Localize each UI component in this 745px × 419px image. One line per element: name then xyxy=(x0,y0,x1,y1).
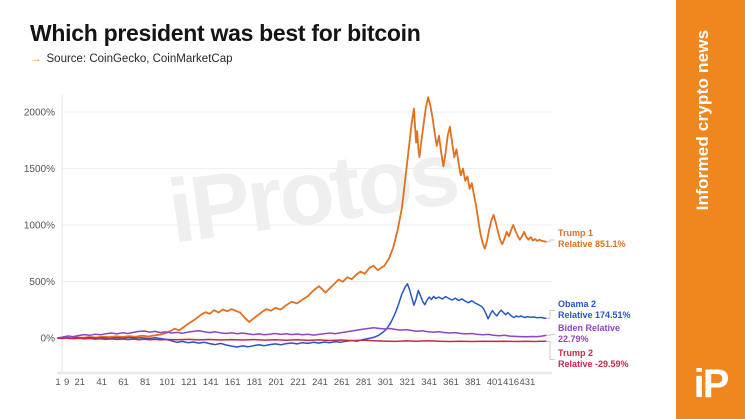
label-leader-line xyxy=(546,310,555,319)
x-tick-label: 161 xyxy=(225,377,241,388)
x-tick-label: 261 xyxy=(334,377,350,388)
series-line-trump-1 xyxy=(57,96,547,340)
x-tick-label: 221 xyxy=(290,377,306,388)
x-tick-label: 181 xyxy=(247,377,263,388)
y-tick-label: 1000% xyxy=(24,221,55,232)
x-tick-label: 381 xyxy=(465,377,481,388)
x-tick-label: 21 xyxy=(75,377,86,388)
sidebar-tagline: Informed crypto news xyxy=(693,29,712,211)
x-tick-label: 61 xyxy=(118,377,129,388)
y-tick-label: 0% xyxy=(41,334,56,345)
x-tick-label: 401 xyxy=(487,377,503,388)
arrow-right-icon: → xyxy=(30,53,42,65)
source-text: Source: CoinGecko, CoinMarketCap xyxy=(46,53,233,65)
x-tick-label: 341 xyxy=(421,377,437,388)
x-tick-label: 301 xyxy=(378,377,394,388)
series-line-biden xyxy=(57,327,547,339)
x-tick-label: 41 xyxy=(96,377,107,388)
x-tick-label: 361 xyxy=(443,377,459,388)
series-label-name: Obama 2 xyxy=(558,299,597,309)
series-label-value: Relative 174.51% xyxy=(558,310,631,320)
series-label-trump2: Trump 2 Relative -29.59% xyxy=(558,348,629,370)
x-tick-label: 9 xyxy=(64,377,69,388)
y-tick-label: 500% xyxy=(29,277,55,288)
source-line: → Source: CoinGecko, CoinMarketCap xyxy=(30,53,233,65)
x-tick-label: 101 xyxy=(159,377,175,388)
series-label-biden: Biden Relative 22.79% xyxy=(558,323,620,345)
protos-logo: iP xyxy=(693,362,730,406)
series-label-name: Biden Relative xyxy=(558,323,621,333)
series-label-trump1: Trump 1 Relative 851.1% xyxy=(558,228,626,250)
series-label-obama2: Obama 2 Relative 174.51% xyxy=(558,299,631,321)
y-tick-label: 1500% xyxy=(24,164,55,175)
x-tick-label: 81 xyxy=(140,377,151,388)
series-label-value: Relative -29.59% xyxy=(558,359,629,369)
label-leader-line xyxy=(546,340,555,360)
x-tick-label: 431 xyxy=(519,377,535,388)
x-tick-label: 281 xyxy=(356,377,372,388)
label-leader-line xyxy=(546,334,555,336)
page-title: Which president was best for bitcoin xyxy=(30,20,421,46)
series-line-obama-2 xyxy=(57,283,547,348)
x-tick-label: 321 xyxy=(399,377,415,388)
x-tick-label: 201 xyxy=(268,377,284,388)
y-tick-label: 2000% xyxy=(24,108,55,119)
x-tick-label: 416 xyxy=(503,377,519,388)
series-label-value: 22.79% xyxy=(558,334,589,344)
series-line-trump-2 xyxy=(57,337,547,343)
x-tick-label: 1 xyxy=(55,377,60,388)
series-label-name: Trump 2 xyxy=(558,348,594,358)
x-tick-label: 141 xyxy=(203,377,219,388)
line-chart: 2000%1500%1000%500%0%1 9 21 41 61 81 101 121 141… xyxy=(24,95,555,388)
x-tick-label: 121 xyxy=(181,377,197,388)
sidebar: Informed crypto news iP xyxy=(676,0,745,419)
series-label-name: Trump 1 xyxy=(558,228,594,238)
x-tick-label: 241 xyxy=(312,377,328,388)
label-leader-line xyxy=(546,239,555,243)
series-label-value: Relative 851.1% xyxy=(558,239,626,249)
